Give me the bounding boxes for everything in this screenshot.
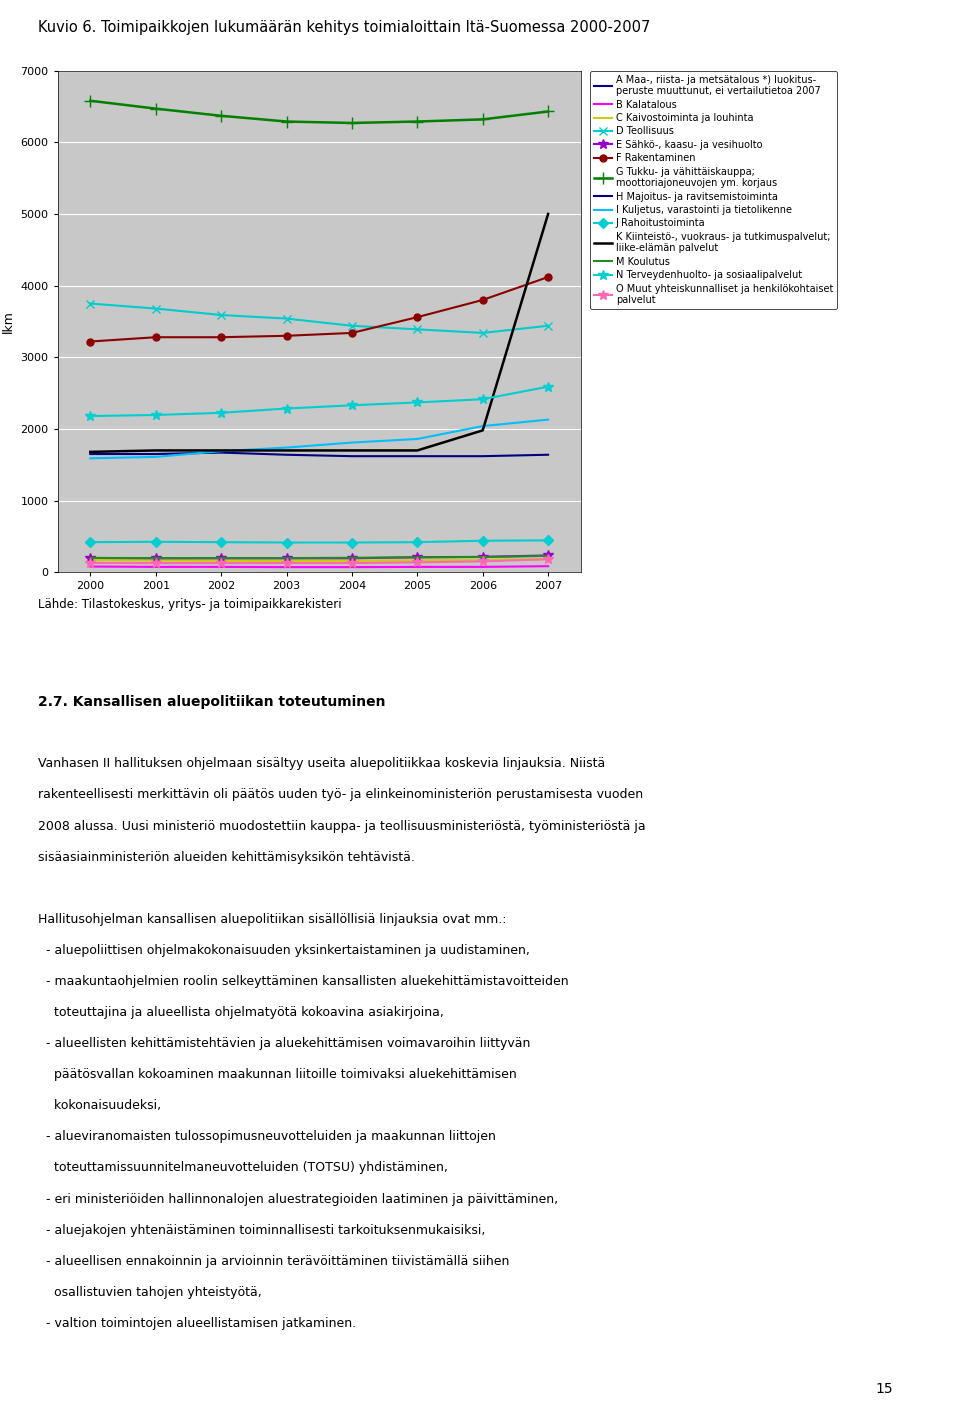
Text: - alueviranomaisten tulossopimusneuvotteluiden ja maakunnan liittojen: - alueviranomaisten tulossopimusneuvotte… <box>38 1130 496 1143</box>
Text: Lähde: Tilastokeskus, yritys- ja toimipaikkarekisteri: Lähde: Tilastokeskus, yritys- ja toimipa… <box>38 598 342 610</box>
Text: päätösvallan kokoaminen maakunnan liitoille toimivaksi aluekehittämisen: päätösvallan kokoaminen maakunnan liitoi… <box>38 1068 517 1081</box>
Text: rakenteellisesti merkittävin oli päätös uuden työ- ja elinkeinoministeriön perus: rakenteellisesti merkittävin oli päätös … <box>38 788 643 801</box>
Text: - alueellisten kehittämistehtävien ja aluekehittämisen voimavaroihin liittyvän: - alueellisten kehittämistehtävien ja al… <box>38 1037 531 1050</box>
Text: Kuvio 6. Toimipaikkojen lukumäärän kehitys toimialoittain Itä-Suomessa 2000-2007: Kuvio 6. Toimipaikkojen lukumäärän kehit… <box>38 20 651 35</box>
Text: Hallitusohjelman kansallisen aluepolitiikan sisällöllisiä linjauksia ovat mm.:: Hallitusohjelman kansallisen aluepolitii… <box>38 913 507 926</box>
Text: - maakuntaohjelmien roolin selkeyttäminen kansallisten aluekehittämistavoitteide: - maakuntaohjelmien roolin selkeyttämine… <box>38 975 569 988</box>
Text: sisäasiainministeriön alueiden kehittämisyksikön tehtävistä.: sisäasiainministeriön alueiden kehittämi… <box>38 851 416 863</box>
Text: 15: 15 <box>876 1382 893 1396</box>
Text: 2008 alussa. Uusi ministeriö muodostettiin kauppa- ja teollisuusministeriöstä, t: 2008 alussa. Uusi ministeriö muodostetti… <box>38 820 646 832</box>
Text: toteuttamissuunnitelmaneuvotteluiden (TOTSU) yhdistäminen,: toteuttamissuunnitelmaneuvotteluiden (TO… <box>38 1161 448 1174</box>
Text: - valtion toimintojen alueellistamisen jatkaminen.: - valtion toimintojen alueellistamisen j… <box>38 1317 356 1330</box>
Text: - aluepoliittisen ohjelmakokonaisuuden yksinkertaistaminen ja uudistaminen,: - aluepoliittisen ohjelmakokonaisuuden y… <box>38 944 530 957</box>
Text: toteuttajina ja alueellista ohjelmatyötä kokoavina asiakirjoina,: toteuttajina ja alueellista ohjelmatyötä… <box>38 1006 444 1019</box>
Text: kokonaisuudeksi,: kokonaisuudeksi, <box>38 1099 161 1112</box>
Text: - alueellisen ennakoinnin ja arvioinnin terävöittäminen tiivistämällä siihen: - alueellisen ennakoinnin ja arvioinnin … <box>38 1255 510 1267</box>
Text: - eri ministeriöiden hallinnonalojen aluestrategioiden laatiminen ja päivittämin: - eri ministeriöiden hallinnonalojen alu… <box>38 1193 559 1205</box>
Y-axis label: lkm: lkm <box>2 309 15 333</box>
Text: osallistuvien tahojen yhteistyötä,: osallistuvien tahojen yhteistyötä, <box>38 1286 262 1299</box>
Text: - aluejakojen yhtenäistäminen toiminnallisesti tarkoituksenmukaisiksi,: - aluejakojen yhtenäistäminen toiminnall… <box>38 1224 486 1236</box>
Legend: A Maa-, riista- ja metsätalous *) luokitus-
peruste muuttunut, ei vertailutietoa: A Maa-, riista- ja metsätalous *) luokit… <box>590 71 837 309</box>
Text: 2.7. Kansallisen aluepolitiikan toteutuminen: 2.7. Kansallisen aluepolitiikan toteutum… <box>38 695 386 709</box>
Text: Vanhasen II hallituksen ohjelmaan sisältyy useita aluepolitiikkaa koskevia linja: Vanhasen II hallituksen ohjelmaan sisält… <box>38 757 606 770</box>
